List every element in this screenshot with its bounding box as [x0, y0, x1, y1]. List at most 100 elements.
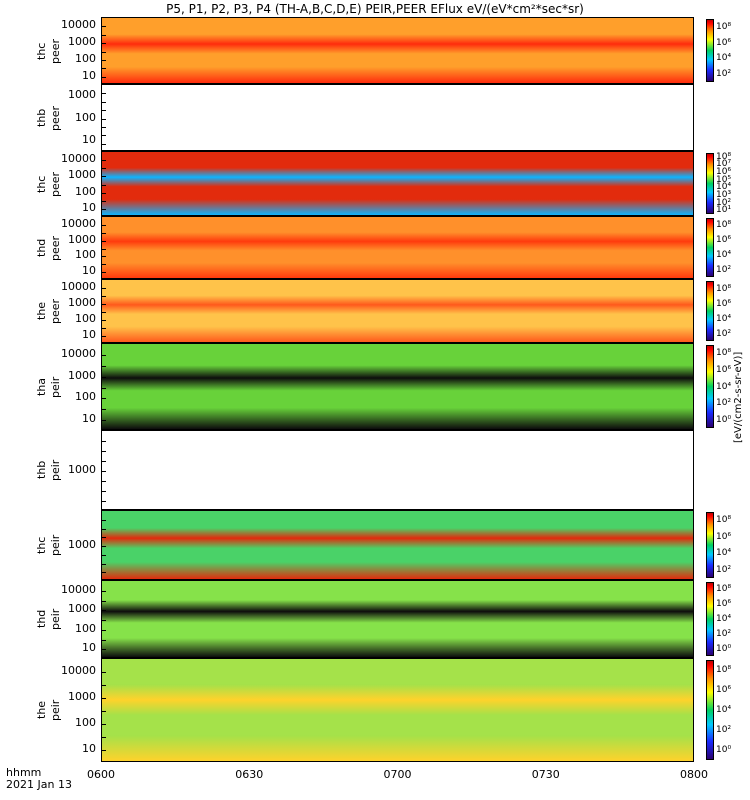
y-minor-tick [102, 76, 106, 78]
spectrogram-fill [102, 431, 693, 509]
y-minor-tick [102, 93, 106, 95]
y-minor-tick [102, 398, 106, 400]
y-minor-tick [102, 420, 106, 422]
colorbar-tick-label: 10¹ [716, 205, 732, 216]
y-tick-label: 10 [82, 328, 96, 341]
spectrogram-fill [102, 659, 693, 761]
colorbar-thd-peir [706, 582, 714, 656]
y-tick-label: 100 [75, 184, 96, 198]
y-minor-tick [102, 59, 106, 61]
colorbar-tick-label: 10⁶ [716, 599, 732, 610]
spectrogram-fill [102, 581, 693, 657]
y-minor-tick [102, 272, 106, 274]
y-tick-label: 100 [75, 312, 96, 325]
y-minor-tick [102, 572, 106, 574]
spectrogram-panel-the-peir [101, 658, 694, 762]
y-minor-tick [102, 110, 106, 112]
y-tick-label: 1000 [68, 368, 96, 382]
y-minor-tick [102, 737, 106, 738]
y-minor-tick [102, 256, 106, 258]
spectrogram-panel-thd-peer [101, 216, 694, 279]
spectrogram-fill [102, 344, 693, 429]
y-minor-tick [102, 698, 106, 699]
y-tick-label: 10000 [61, 346, 96, 360]
colorbar-tick-label: 10⁰ [716, 414, 732, 425]
y-minor-tick [102, 184, 106, 186]
spectrogram-fill [102, 85, 693, 150]
y-minor-tick [102, 304, 106, 305]
y-minor-tick [102, 248, 106, 250]
colorbar-thd-peer [706, 218, 714, 277]
y-minor-tick [102, 126, 106, 128]
y-minor-tick [102, 600, 106, 602]
colorbar-tick-label: 10⁴ [716, 53, 732, 64]
y-minor-tick [102, 135, 106, 137]
x-tick-label: 0730 [531, 768, 560, 781]
chart-title: P5, P1, P2, P3, P4 (TH-A,B,C,D,E) PEIR,P… [166, 2, 584, 16]
x-tick-label: 0630 [235, 768, 264, 781]
colorbar-tick-label: 10⁴ [716, 249, 732, 260]
y-minor-tick [102, 590, 106, 592]
x-tick-label: 0600 [87, 768, 115, 781]
y-tick-label: 100 [75, 621, 96, 635]
colorbar-tick-label: 10⁸ [716, 584, 732, 595]
colorbar-thc-peir [706, 512, 714, 578]
colorbar-units-label: [eV/(cm2-s-sr-eV)] [733, 351, 744, 444]
y-minor-tick [102, 610, 106, 612]
x-tick-label: 0700 [383, 768, 412, 781]
y-minor-tick [102, 118, 106, 120]
colorbar-tick-label: 10⁶ [716, 298, 732, 309]
y-minor-tick [102, 168, 106, 170]
y-minor-tick [102, 481, 106, 482]
y-minor-tick [102, 365, 106, 367]
y-minor-tick [102, 387, 106, 389]
colorbar-tick-label: 10⁶ [716, 167, 732, 178]
colorbar-tick-label: 10⁶ [716, 235, 732, 246]
colorbar-tick-label: 10² [716, 264, 732, 275]
y-minor-tick [102, 26, 106, 28]
y-minor-tick [102, 537, 106, 539]
spectrogram-fill [102, 18, 693, 83]
y-minor-tick [102, 296, 106, 297]
y-tick-label: 10000 [61, 216, 96, 230]
y-minor-tick [102, 232, 106, 234]
y-tick-label: 1000 [68, 690, 96, 703]
y-tick-label: 10000 [61, 664, 96, 677]
x-axis-date: 2021 Jan 13 [6, 778, 72, 791]
spectrogram-panel-thc-peer [101, 151, 694, 216]
y-minor-tick [102, 51, 106, 53]
colorbar-the-peir [706, 660, 714, 760]
y-minor-tick [102, 491, 106, 492]
colorbar-the-peer [706, 281, 714, 341]
y-minor-tick [102, 336, 106, 337]
colorbar-tick-label: 10⁴ [716, 381, 732, 392]
y-tick-label: 10 [82, 412, 96, 426]
colorbar-tick-label: 10² [716, 398, 732, 409]
colorbar-tick-label: 10² [716, 328, 732, 339]
y-tick-label: 10000 [61, 582, 96, 596]
spectrogram-panel-the-peer [101, 279, 694, 343]
y-tick-label: 10 [82, 264, 96, 278]
colorbar-tick-label: 10⁰ [716, 745, 732, 755]
colorbar-tick-label: 10² [716, 197, 732, 208]
y-minor-tick [102, 546, 106, 547]
colorbar-tick-label: 10⁶ [716, 37, 732, 48]
y-tick-label: 10 [82, 641, 96, 655]
y-tick-label: 1000 [68, 232, 96, 246]
y-minor-tick [102, 176, 106, 178]
y-minor-tick [102, 451, 106, 452]
y-tick-label: 10000 [61, 152, 96, 166]
colorbar-tick-label: 10⁶ [716, 364, 732, 375]
y-minor-tick [102, 34, 106, 36]
y-minor-tick [102, 354, 106, 356]
y-tick-label: 100 [75, 51, 96, 65]
x-tick-label: 0800 [680, 768, 708, 781]
y-minor-tick [102, 685, 106, 686]
y-minor-tick [102, 461, 106, 462]
y-minor-tick [102, 724, 106, 725]
colorbar-tick-label: 10⁴ [716, 548, 732, 559]
colorbar-tick-label: 10⁰ [716, 643, 732, 654]
y-minor-tick [102, 192, 106, 194]
y-minor-tick [102, 320, 106, 321]
